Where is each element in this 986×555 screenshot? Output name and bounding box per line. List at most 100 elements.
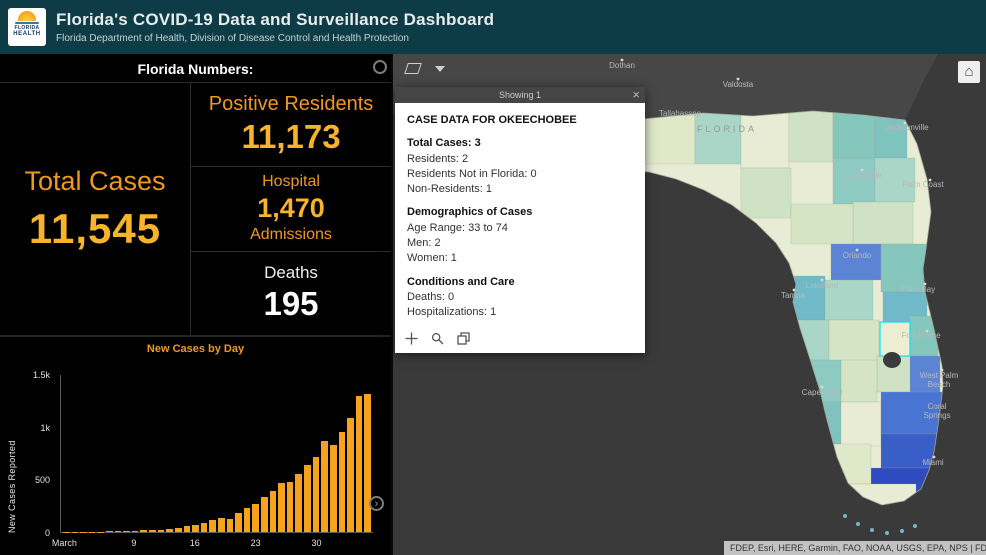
map-label: FLORIDA [697,124,757,134]
x-tick-label: 23 [251,538,261,548]
expand-chart-button[interactable]: › [369,496,384,511]
x-tick-label: 30 [311,538,321,548]
map-label: Beach [928,380,951,389]
deaths-stat: Deaths 195 [191,252,391,335]
popup-age-range: Age Range: 33 to 74 [407,221,633,235]
map-label: Coral [927,402,946,411]
popup-women: Women: 1 [407,251,633,265]
chart-bar[interactable] [304,465,311,532]
magnifier-icon[interactable] [431,332,444,345]
lake-okeechobee [883,352,901,368]
map-popup: Showing 1 × CASE DATA FOR OKEECHOBEE Tot… [395,87,645,353]
admissions-label: Admissions [250,226,332,244]
y-tick-label: 0 [45,528,50,538]
popup-toolbar [395,323,645,353]
popup-deaths: Deaths: 0 [407,290,633,304]
chart-bar[interactable] [330,445,337,532]
popup-non-residents: Non-Residents: 1 [407,182,633,196]
map-label: Lakeland [806,281,838,290]
chart-bar[interactable] [140,530,147,532]
map-toolbar [406,63,445,74]
deaths-label: Deaths [264,263,318,283]
popup-conditions-heading: Conditions and Care [407,275,633,289]
dock-icon[interactable] [457,332,470,345]
map-label: Tallahassee [659,109,702,118]
florida-numbers-panel: Florida Numbers: Total Cases 11,545 Posi… [0,56,391,337]
chart-bar[interactable] [321,441,328,532]
map-panel: Dothan Valdosta Tallahassee FLORIDA Jacksonv… [391,54,986,555]
chart-bar[interactable] [278,483,285,532]
chart-bar[interactable] [261,497,268,532]
y-tick-label: 500 [35,475,50,485]
page-title: Florida's COVID-19 Data and Surveillance… [56,10,494,30]
chevron-down-icon[interactable] [435,66,445,72]
popup-residents: Residents: 2 [407,152,633,166]
map-label: Gainesville [842,171,882,180]
dashboard: FLORIDA HEALTH Florida's COVID-19 Data a… [0,0,986,555]
chart-bar[interactable] [347,418,354,532]
x-tick-label: 9 [131,538,136,548]
popup-showing-count: Showing 1 [499,90,541,100]
map-label: West Palm [920,371,959,380]
chart-bar[interactable] [192,525,199,532]
chart-bar[interactable] [209,520,216,532]
map-label: Tampa [781,291,806,300]
map-label: Dothan [609,61,635,70]
y-tick-label: 1.5k [33,370,50,380]
logo-text-line2: HEALTH [13,31,41,37]
chart-bar[interactable] [270,491,277,532]
map-label: Miami [922,458,944,467]
chart-bar[interactable] [252,504,259,532]
chart-bar[interactable] [339,432,346,532]
popup-residents-not-in-florida: Residents Not in Florida: 0 [407,167,633,181]
chart-bar[interactable] [132,531,139,532]
chart-bar[interactable] [106,531,113,532]
chart-bar[interactable] [201,523,208,532]
chart-bar[interactable] [184,526,191,532]
chart-bar[interactable] [115,531,122,532]
map-label: Palm Bay [901,285,935,294]
chart-bar[interactable] [158,530,165,533]
select-area-icon[interactable] [404,63,422,74]
chart-bar[interactable] [123,531,130,532]
x-tick-label: March [52,538,77,548]
chart-bar[interactable] [364,394,371,532]
chart-bar[interactable] [166,529,173,532]
chart-y-axis-label: New Cases Reported [7,375,17,533]
total-cases-label: Total Cases [24,166,165,197]
chart-bar[interactable] [295,474,302,532]
chart-bar[interactable] [175,528,182,532]
chart-bar[interactable] [227,519,234,532]
wave-icon [15,22,39,24]
map-attribution: FDEP, Esri, HERE, Garmin, FAO, NOAA, USG… [724,541,986,555]
sun-icon [18,11,36,21]
chart-bar[interactable] [149,530,156,532]
close-icon[interactable]: × [632,87,640,103]
page-subtitle: Florida Department of Health, Division o… [56,33,494,44]
map-label: Palm Coast [902,180,944,189]
chart-title: New Cases by Day [0,337,391,355]
map-label: Jacksonville [885,123,929,132]
left-column: Florida Numbers: Total Cases 11,545 Posi… [0,54,391,555]
chart-bar[interactable] [287,482,294,532]
home-icon[interactable]: ⌂ [958,61,980,83]
chart-bar[interactable] [218,518,225,532]
positive-residents-value: 11,173 [241,118,340,156]
map-label: Valdosta [723,80,754,89]
chart-bar[interactable] [356,396,363,532]
y-tick-label: 1k [40,423,50,433]
stats-panel-title: Florida Numbers: [138,61,254,77]
popup-demographics-heading: Demographics of Cases [407,205,633,219]
popup-total-cases: Total Cases: 3 [407,136,633,150]
positive-residents-label: Positive Residents [209,93,374,116]
zoom-to-icon[interactable] [405,332,418,345]
panel-menu-button[interactable] [373,60,387,74]
map-label: Cape Coral [802,388,843,397]
map-label: Springs [923,411,950,420]
chart-bar[interactable] [313,457,320,532]
chart-bar[interactable] [235,513,242,532]
app-header: FLORIDA HEALTH Florida's COVID-19 Data a… [0,0,986,54]
chart-x-axis-ticks: March9162330 [60,538,373,550]
hospital-label: Hospital [262,173,320,191]
chart-bar[interactable] [244,508,251,532]
